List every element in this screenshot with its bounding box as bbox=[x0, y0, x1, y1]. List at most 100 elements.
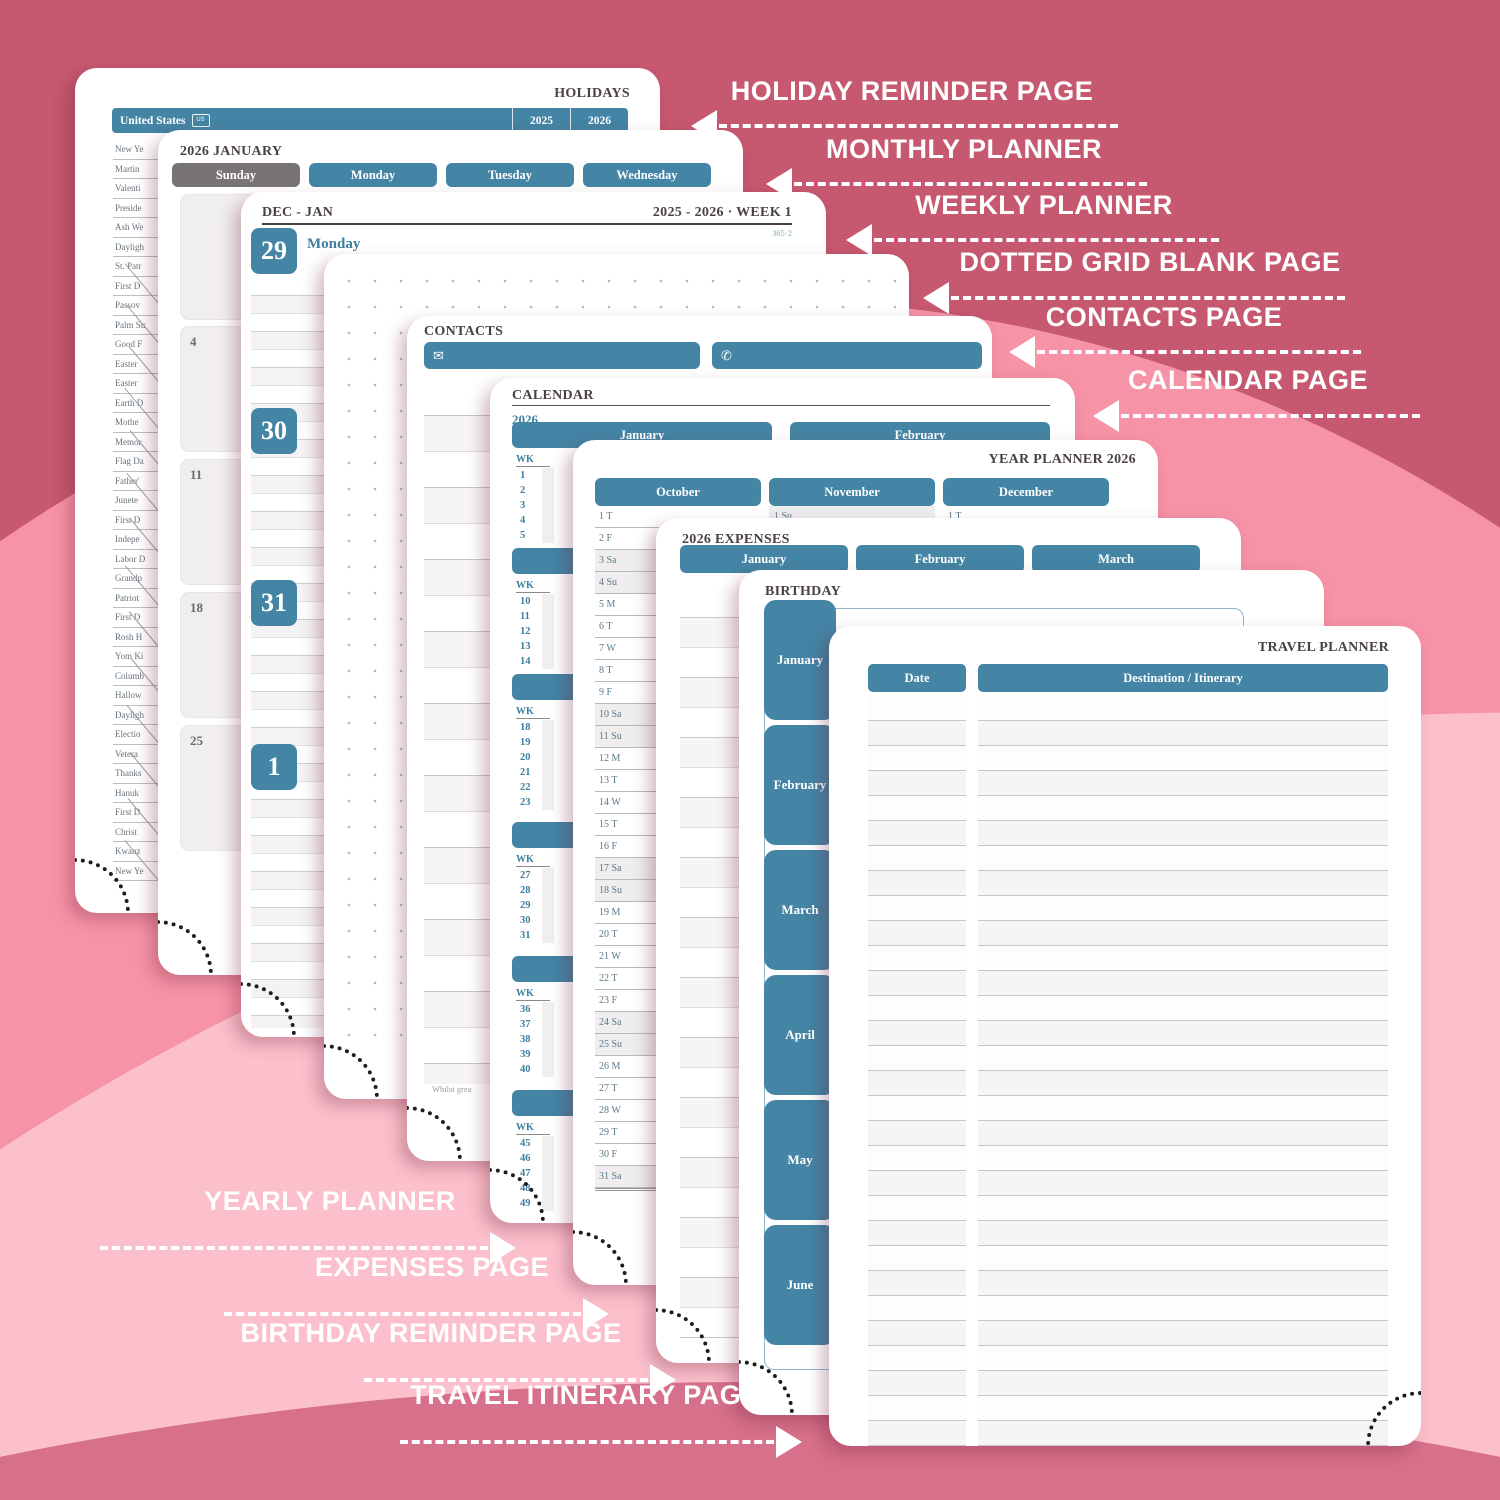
birthday-month-tab[interactable]: June bbox=[764, 1225, 836, 1345]
month-grid-strip bbox=[542, 594, 554, 669]
weekday-header-sunday[interactable]: Sunday bbox=[172, 163, 300, 187]
callout-label: WEEKLY PLANNER bbox=[915, 190, 1173, 220]
holidays-title: HOLIDAYS bbox=[554, 86, 630, 101]
arrow-left-icon bbox=[1009, 336, 1035, 368]
contacts-phone-bar[interactable]: ✆ bbox=[712, 342, 982, 369]
year-planner-day-row: 4 Su bbox=[595, 572, 659, 594]
year-planner-day-row: 19 M bbox=[595, 902, 659, 924]
week-number: 18 bbox=[520, 722, 531, 733]
birthday-month-tab[interactable]: February bbox=[764, 725, 836, 845]
week-number: 37 bbox=[520, 1019, 531, 1030]
birthday-month-tab[interactable]: March bbox=[764, 850, 836, 970]
page-curl-dots bbox=[490, 1168, 545, 1223]
week-column-label: WK bbox=[516, 1122, 550, 1135]
travel-date-rows bbox=[868, 696, 966, 1446]
callout-arrow-line bbox=[1121, 414, 1420, 418]
callout-arrow-line bbox=[794, 182, 1147, 186]
page-travel-planner: TRAVEL PLANNER Date Destination / Itiner… bbox=[829, 626, 1421, 1446]
year-planner-day-row: 23 F bbox=[595, 990, 659, 1012]
expenses-month-tab[interactable]: March bbox=[1032, 545, 1200, 573]
callout-label: DOTTED GRID BLANK PAGE bbox=[959, 247, 1341, 277]
week-number: 13 bbox=[520, 641, 531, 652]
callout-label: HOLIDAY REMINDER PAGE bbox=[730, 76, 1094, 106]
week-number: 23 bbox=[520, 797, 531, 808]
week-day-number[interactable]: 29 bbox=[251, 228, 297, 274]
holidays-country-bar[interactable]: United States US 2025 2026 bbox=[112, 108, 628, 133]
phone-icon: ✆ bbox=[721, 347, 732, 363]
expenses-month-tab[interactable]: February bbox=[856, 545, 1024, 573]
year-planner-day-row: 27 T bbox=[595, 1078, 659, 1100]
weekday-header-wednesday[interactable]: Wednesday bbox=[583, 163, 711, 187]
year-planner-day-row: 30 F bbox=[595, 1144, 659, 1166]
arrow-right-icon bbox=[776, 1426, 802, 1458]
month-grid-strip bbox=[542, 868, 554, 943]
birthday-month-tab[interactable]: January bbox=[764, 600, 836, 720]
callout-arrow-line bbox=[400, 1440, 774, 1444]
week-number: 4 bbox=[520, 515, 526, 526]
december-first-day: 1 T bbox=[948, 511, 962, 522]
year-planner-day-row: 10 Sa bbox=[595, 704, 659, 726]
month-grid-strip bbox=[542, 1136, 554, 1211]
year-tab-2025[interactable]: 2025 bbox=[512, 108, 570, 133]
year-tab-2026[interactable]: 2026 bbox=[570, 108, 628, 133]
contacts-email-bar[interactable]: ✉ bbox=[424, 342, 700, 369]
year-planner-day-row: 22 T bbox=[595, 968, 659, 990]
week-column-label: WK bbox=[516, 580, 550, 593]
year-planner-title: YEAR PLANNER 2026 bbox=[988, 452, 1136, 467]
week-day-number[interactable]: 31 bbox=[251, 580, 297, 626]
month-grid-strip bbox=[542, 1002, 554, 1077]
year-planner-day-row: 29 T bbox=[595, 1122, 659, 1144]
callout-arrow-line bbox=[224, 1312, 581, 1316]
year-planner-day-row: 12 M bbox=[595, 748, 659, 770]
year-planner-day-row: 28 W bbox=[595, 1100, 659, 1122]
year-planner-day-row: 16 F bbox=[595, 836, 659, 858]
year-planner-day-row: 7 W bbox=[595, 638, 659, 660]
week-number: 12 bbox=[520, 626, 531, 637]
week-number: 1 bbox=[520, 470, 526, 481]
callout-label: EXPENSES PAGE bbox=[314, 1252, 550, 1282]
year-planner-day-row: 5 M bbox=[595, 594, 659, 616]
arrow-right-icon bbox=[583, 1298, 609, 1330]
weekday-header-monday[interactable]: Monday bbox=[309, 163, 437, 187]
arrow-left-icon bbox=[846, 224, 872, 256]
week-number: 19 bbox=[520, 737, 531, 748]
week-day-number[interactable]: 1 bbox=[251, 744, 297, 790]
arrow-left-icon bbox=[1093, 400, 1119, 432]
callout-label: MONTHLY PLANNER bbox=[825, 134, 1103, 164]
week-column-label: WK bbox=[516, 988, 550, 1001]
year-planner-day-row: 8 T bbox=[595, 660, 659, 682]
week-number: 10 bbox=[520, 596, 531, 607]
year-planner-month-tab[interactable]: December bbox=[943, 478, 1109, 506]
weekly-range: DEC - JAN bbox=[262, 205, 334, 220]
week-day-number[interactable]: 30 bbox=[251, 408, 297, 454]
travel-col-date[interactable]: Date bbox=[868, 664, 966, 692]
year-planner-month-tab[interactable]: November bbox=[769, 478, 935, 506]
year-planner-day-row: 2 F bbox=[595, 528, 659, 550]
week-number: 22 bbox=[520, 782, 531, 793]
weekday-header-tuesday[interactable]: Tuesday bbox=[446, 163, 574, 187]
week-number: 2 bbox=[520, 485, 526, 496]
month-grid-strip bbox=[542, 468, 554, 543]
callout-arrow-line bbox=[1037, 350, 1361, 354]
year-planner-day-row: 20 T bbox=[595, 924, 659, 946]
callout-arrow-line bbox=[719, 124, 1118, 128]
callout-arrow-line bbox=[100, 1246, 488, 1250]
week-number: 30 bbox=[520, 915, 531, 926]
arrow-left-icon bbox=[923, 282, 949, 314]
week-column-label: WK bbox=[516, 854, 550, 867]
year-planner-day-row: 17 Sa bbox=[595, 858, 659, 880]
week-number: 5 bbox=[520, 530, 526, 541]
callout-arrow-line bbox=[874, 238, 1219, 242]
callout-label: TRAVEL ITINERARY PAGE bbox=[410, 1380, 760, 1410]
expenses-title: 2026 EXPENSES bbox=[682, 532, 790, 547]
year-planner-month-tab[interactable]: October bbox=[595, 478, 761, 506]
week-number: 14 bbox=[520, 656, 531, 667]
birthday-month-tab[interactable]: April bbox=[764, 975, 836, 1095]
travel-col-destination[interactable]: Destination / Itinerary bbox=[978, 664, 1388, 692]
week-column-label: WK bbox=[516, 454, 550, 467]
arrow-right-icon bbox=[490, 1232, 516, 1264]
expenses-month-tab[interactable]: January bbox=[680, 545, 848, 573]
week-number: 20 bbox=[520, 752, 531, 763]
birthday-month-tab[interactable]: May bbox=[764, 1100, 836, 1220]
